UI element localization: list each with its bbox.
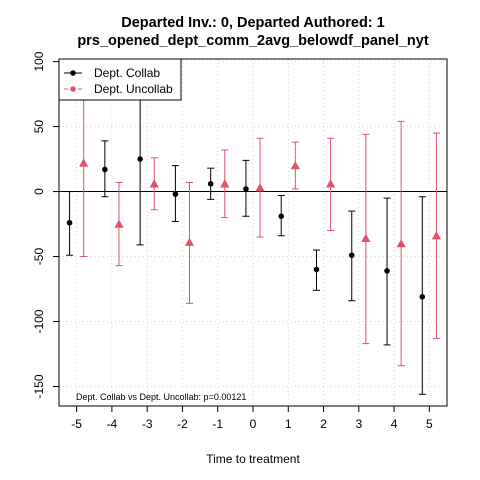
y-tick-label: 0	[32, 188, 46, 195]
data-point	[114, 219, 124, 228]
chart-title-line2: prs_opened_dept_comm_2avg_belowdf_panel_…	[77, 33, 428, 49]
x-axis: -5 -4 -3 -2 -1 0 1 2 3 4 5	[71, 406, 433, 431]
data-point	[207, 180, 214, 187]
x-tick-label: 3	[355, 417, 362, 431]
grid-lines	[59, 59, 447, 406]
x-tick-label: 5	[426, 417, 433, 431]
data-point	[102, 166, 108, 173]
data-point	[361, 233, 371, 243]
legend: Dept. Collab Dept. Uncollab	[58, 58, 182, 101]
y-tick-label: 50	[32, 120, 46, 134]
x-tick-label: -1	[212, 417, 223, 431]
data-point	[348, 252, 355, 259]
data-point	[79, 158, 89, 167]
legend-uncollab-label: Dept. Uncollab	[94, 82, 173, 96]
series-dept-collab	[66, 70, 426, 395]
data-point	[149, 179, 159, 188]
data-point	[278, 213, 285, 220]
x-tick-label: 0	[250, 417, 257, 431]
data-point	[66, 219, 73, 226]
x-tick-label: -3	[142, 417, 153, 431]
x-tick-label: 2	[320, 417, 327, 431]
x-axis-label: Time to treatment	[206, 452, 300, 466]
x-tick-label: 4	[391, 417, 398, 431]
data-point	[326, 179, 336, 188]
y-tick-label: -100	[32, 309, 46, 333]
data-point	[313, 266, 320, 273]
data-point	[137, 156, 143, 162]
data-point	[431, 231, 442, 240]
chart-title-line1: Departed Inv.: 0, Departed Authored: 1	[121, 15, 384, 31]
y-axis: -150 -100 -50 0 50 100	[32, 51, 59, 399]
data-point	[396, 238, 406, 248]
y-tick-label: -150	[32, 374, 46, 398]
plot-series	[66, 67, 442, 395]
x-tick-label: -4	[107, 417, 118, 431]
x-tick-label: -2	[177, 417, 188, 431]
x-tick-label: -5	[71, 417, 82, 431]
legend-uncollab-marker	[70, 86, 76, 92]
y-tick-label: -50	[32, 248, 46, 266]
data-point	[290, 160, 300, 170]
data-point	[255, 183, 265, 192]
data-point	[243, 186, 249, 192]
data-point	[384, 268, 390, 274]
data-point	[184, 237, 195, 246]
legend-box	[58, 58, 182, 101]
x-tick-label: 1	[285, 417, 292, 431]
y-tick-label: 100	[32, 51, 46, 71]
p-value-annotation: Dept. Collab vs Dept. Uncollab: p=0.0012…	[76, 392, 246, 402]
legend-collab-label: Dept. Collab	[94, 66, 160, 80]
legend-collab-marker	[70, 70, 76, 76]
data-point	[419, 294, 426, 300]
series-dept-uncollab	[79, 67, 442, 367]
data-point	[220, 179, 230, 188]
data-point	[172, 191, 179, 197]
